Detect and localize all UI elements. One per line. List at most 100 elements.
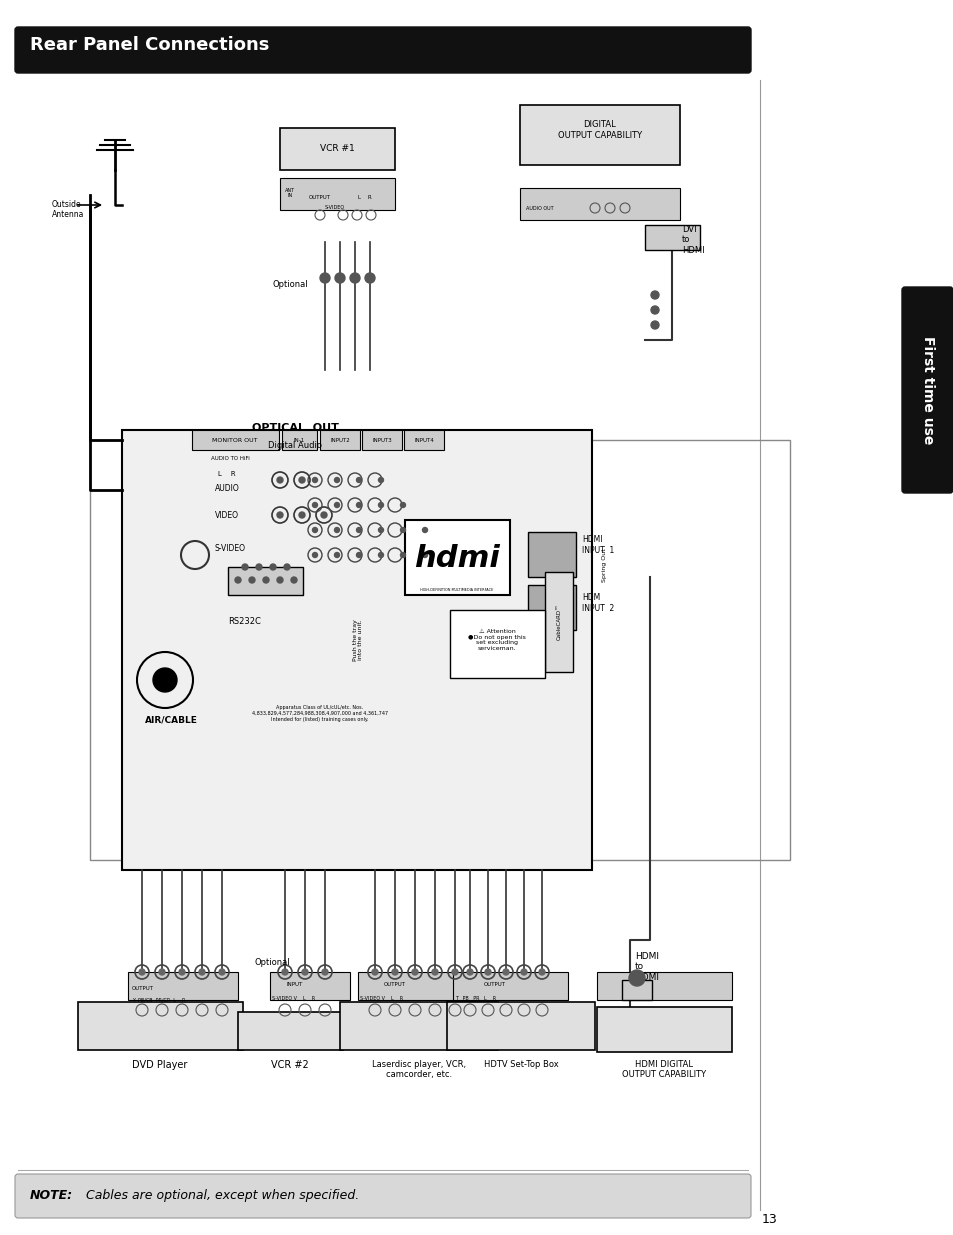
Circle shape <box>378 527 383 532</box>
Text: HDM
INPUT  2: HDM INPUT 2 <box>581 593 614 613</box>
Text: Outside
Antenna: Outside Antenna <box>52 200 84 220</box>
Bar <box>270 972 350 1000</box>
Circle shape <box>270 564 275 571</box>
Circle shape <box>365 273 375 283</box>
Bar <box>280 178 395 210</box>
Circle shape <box>298 513 305 517</box>
Text: AIR/CABLE: AIR/CABLE <box>145 715 197 724</box>
Circle shape <box>335 527 339 532</box>
Text: DVD Player: DVD Player <box>132 1060 188 1070</box>
Text: OUTPUT: OUTPUT <box>384 983 406 988</box>
Text: INPUT4: INPUT4 <box>414 437 434 442</box>
Circle shape <box>313 478 317 483</box>
Bar <box>319 430 359 450</box>
Text: VCR #1: VCR #1 <box>319 143 354 152</box>
Text: Y  PB/CB  PR/CR  L    R: Y PB/CB PR/CR L R <box>132 998 185 1003</box>
Text: OUTPUT: OUTPUT <box>483 983 505 988</box>
Circle shape <box>356 478 361 483</box>
Circle shape <box>139 969 145 974</box>
Text: DVI
to
HDMI: DVI to HDMI <box>681 225 704 254</box>
Bar <box>450 610 544 678</box>
Bar <box>597 1007 731 1052</box>
Bar <box>519 105 679 165</box>
Bar <box>78 1002 243 1050</box>
Circle shape <box>412 969 417 974</box>
Text: First time use: First time use <box>920 336 934 445</box>
Bar <box>280 128 395 170</box>
Circle shape <box>249 577 254 583</box>
Bar <box>597 972 731 1000</box>
Circle shape <box>400 527 405 532</box>
Text: Digital Audio: Digital Audio <box>268 441 322 450</box>
Text: HIGH-DEFINITION MULTIMEDIA INTERFACE: HIGH-DEFINITION MULTIMEDIA INTERFACE <box>420 588 493 592</box>
Text: S-VIDEO: S-VIDEO <box>325 205 345 210</box>
Bar <box>519 188 679 220</box>
Text: ANT
IN: ANT IN <box>285 188 294 199</box>
Text: DIGITAL
OUTPUT CAPABILITY: DIGITAL OUTPUT CAPABILITY <box>558 120 641 140</box>
Bar <box>192 430 278 450</box>
Circle shape <box>320 513 327 517</box>
Text: INPUT3: INPUT3 <box>372 437 392 442</box>
Circle shape <box>356 527 361 532</box>
Text: VIDEO: VIDEO <box>214 510 239 520</box>
Text: OUTPUT: OUTPUT <box>132 986 153 990</box>
Circle shape <box>400 503 405 508</box>
Bar <box>237 1011 343 1050</box>
Bar <box>527 532 576 577</box>
Bar <box>361 430 401 450</box>
Circle shape <box>152 668 177 692</box>
Circle shape <box>255 564 262 571</box>
Circle shape <box>502 969 509 974</box>
Text: Laserdisc player, VCR,
camcorder, etc.: Laserdisc player, VCR, camcorder, etc. <box>372 1060 466 1079</box>
Bar <box>90 440 789 860</box>
Circle shape <box>298 477 305 483</box>
Circle shape <box>263 577 269 583</box>
Circle shape <box>538 969 544 974</box>
Circle shape <box>628 969 644 986</box>
Text: OPTICAL  OUT: OPTICAL OUT <box>252 424 338 433</box>
Text: Cables are optional, except when specified.: Cables are optional, except when specifi… <box>78 1189 359 1203</box>
Circle shape <box>452 969 457 974</box>
FancyBboxPatch shape <box>901 287 952 493</box>
Text: INPUT2: INPUT2 <box>330 437 350 442</box>
Bar <box>527 585 576 630</box>
Circle shape <box>319 273 330 283</box>
Circle shape <box>422 527 427 532</box>
Circle shape <box>520 969 526 974</box>
Circle shape <box>313 527 317 532</box>
Bar <box>447 1002 595 1050</box>
Circle shape <box>350 273 359 283</box>
Circle shape <box>335 478 339 483</box>
Circle shape <box>276 577 283 583</box>
Circle shape <box>392 969 397 974</box>
Bar <box>403 430 443 450</box>
Text: 13: 13 <box>761 1214 777 1226</box>
Circle shape <box>219 969 225 974</box>
Circle shape <box>335 273 345 283</box>
Circle shape <box>432 969 437 974</box>
Circle shape <box>484 969 491 974</box>
Text: S-VIDEO V    L    R: S-VIDEO V L R <box>272 997 314 1002</box>
Circle shape <box>284 564 290 571</box>
Bar <box>228 567 303 595</box>
Bar <box>282 430 316 450</box>
Circle shape <box>179 969 185 974</box>
Circle shape <box>242 564 248 571</box>
Circle shape <box>356 503 361 508</box>
Circle shape <box>378 478 383 483</box>
Text: Rear Panel Connections: Rear Panel Connections <box>30 36 269 54</box>
Text: INPUT: INPUT <box>287 983 303 988</box>
Circle shape <box>378 552 383 557</box>
Text: RS232C: RS232C <box>228 618 260 626</box>
Bar <box>544 572 573 672</box>
Bar <box>644 225 700 249</box>
Text: S-VIDEO V    L    R: S-VIDEO V L R <box>359 997 403 1002</box>
Circle shape <box>322 969 328 974</box>
Text: HDTV Set-Top Box: HDTV Set-Top Box <box>483 1060 558 1070</box>
Text: Push the tray
into the unit.: Push the tray into the unit. <box>353 619 363 661</box>
Text: Apparatus Class of UL/cUL/etc. Nos.
4,833,829,4,577,284,988,308,4,907,000 and 4,: Apparatus Class of UL/cUL/etc. Nos. 4,83… <box>252 705 388 721</box>
Text: hdmi: hdmi <box>414 543 499 573</box>
Text: OUTPUT: OUTPUT <box>309 194 331 200</box>
Circle shape <box>159 969 165 974</box>
FancyBboxPatch shape <box>15 1174 750 1218</box>
